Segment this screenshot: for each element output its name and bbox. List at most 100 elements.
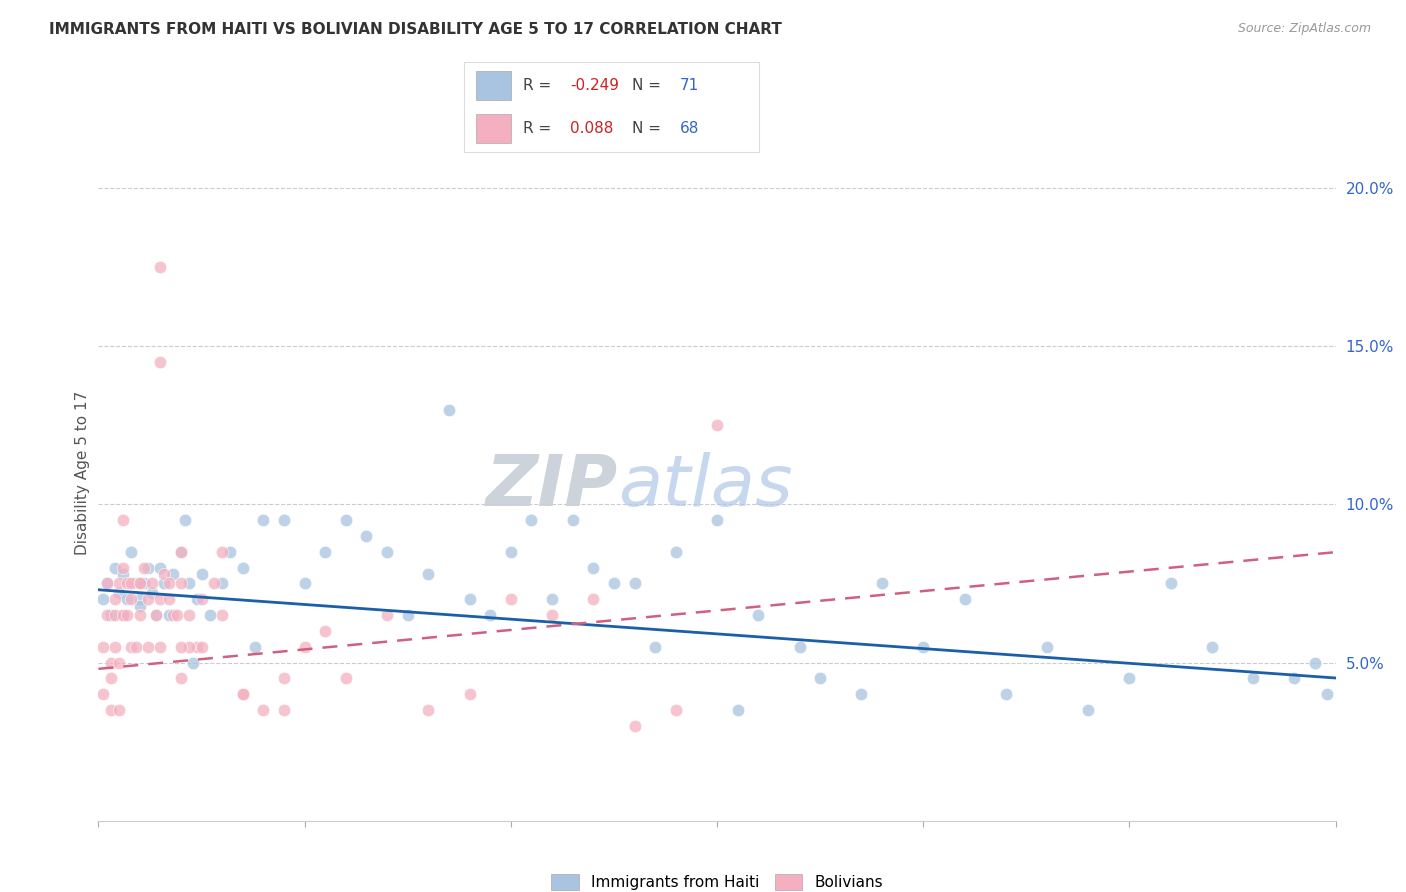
Point	[314, 624, 336, 638]
Point	[157, 576, 180, 591]
Point	[112, 566, 135, 581]
Point	[186, 640, 208, 654]
Point	[211, 608, 233, 623]
Point	[117, 592, 139, 607]
Point	[198, 608, 221, 623]
Point	[108, 703, 131, 717]
Point	[100, 671, 122, 685]
Point	[437, 402, 460, 417]
Point	[252, 703, 274, 717]
Point	[294, 576, 316, 591]
Point	[108, 576, 131, 591]
Point	[136, 560, 159, 574]
Point	[181, 656, 204, 670]
Point	[128, 608, 150, 623]
Point	[499, 545, 522, 559]
Point	[149, 592, 172, 607]
Point	[232, 687, 254, 701]
Text: N =: N =	[633, 78, 666, 93]
Point	[541, 592, 564, 607]
Point	[623, 719, 645, 733]
Point	[128, 592, 150, 607]
Point	[112, 608, 135, 623]
Point	[141, 576, 163, 591]
Text: atlas: atlas	[619, 452, 793, 521]
Point	[104, 640, 127, 654]
Point	[117, 576, 139, 591]
Point	[458, 592, 481, 607]
Point	[851, 687, 873, 701]
Point	[153, 576, 176, 591]
Point	[190, 592, 212, 607]
Point	[747, 608, 769, 623]
Point	[174, 513, 197, 527]
Point	[202, 576, 225, 591]
Point	[108, 656, 131, 670]
Text: ZIP: ZIP	[486, 452, 619, 521]
Point	[179, 608, 201, 623]
Point	[870, 576, 893, 591]
Point	[128, 599, 150, 613]
Point	[273, 703, 295, 717]
Text: IMMIGRANTS FROM HAITI VS BOLIVIAN DISABILITY AGE 5 TO 17 CORRELATION CHART: IMMIGRANTS FROM HAITI VS BOLIVIAN DISABI…	[49, 22, 782, 37]
Point	[603, 576, 626, 591]
Point	[252, 513, 274, 527]
Point	[335, 513, 357, 527]
Text: -0.249: -0.249	[571, 78, 619, 93]
Point	[124, 640, 146, 654]
Point	[170, 640, 193, 654]
Point	[582, 592, 605, 607]
Point	[104, 608, 127, 623]
Point	[179, 640, 201, 654]
Point	[91, 592, 114, 607]
Point	[190, 640, 212, 654]
Point	[1316, 687, 1339, 701]
Point	[128, 576, 150, 591]
Point	[112, 608, 135, 623]
Point	[1036, 640, 1059, 654]
Point	[953, 592, 976, 607]
Point	[108, 586, 131, 600]
Text: 68: 68	[679, 121, 699, 136]
Point	[117, 608, 139, 623]
Text: 0.088: 0.088	[571, 121, 613, 136]
Point	[120, 640, 142, 654]
Point	[128, 576, 150, 591]
Point	[91, 640, 114, 654]
Text: Source: ZipAtlas.com: Source: ZipAtlas.com	[1237, 22, 1371, 36]
Point	[623, 576, 645, 591]
Point	[96, 608, 118, 623]
Point	[190, 566, 212, 581]
Point	[1303, 656, 1326, 670]
Point	[294, 640, 316, 654]
Text: N =: N =	[633, 121, 666, 136]
Point	[219, 545, 242, 559]
Point	[153, 566, 176, 581]
Point	[100, 703, 122, 717]
Point	[149, 355, 172, 369]
Point	[157, 608, 180, 623]
Text: R =: R =	[523, 78, 557, 93]
Point	[157, 592, 180, 607]
Point	[706, 513, 728, 527]
Point	[727, 703, 749, 717]
Point	[1284, 671, 1306, 685]
Point	[179, 576, 201, 591]
Point	[232, 687, 254, 701]
Point	[120, 592, 142, 607]
Point	[149, 560, 172, 574]
Point	[644, 640, 666, 654]
Point	[912, 640, 935, 654]
Point	[375, 545, 398, 559]
Point	[1077, 703, 1099, 717]
Point	[100, 656, 122, 670]
Point	[170, 545, 193, 559]
Point	[162, 608, 184, 623]
Point	[112, 560, 135, 574]
Point	[375, 608, 398, 623]
Point	[356, 529, 378, 543]
Point	[112, 513, 135, 527]
Point	[314, 545, 336, 559]
Point	[145, 608, 167, 623]
FancyBboxPatch shape	[475, 114, 512, 143]
